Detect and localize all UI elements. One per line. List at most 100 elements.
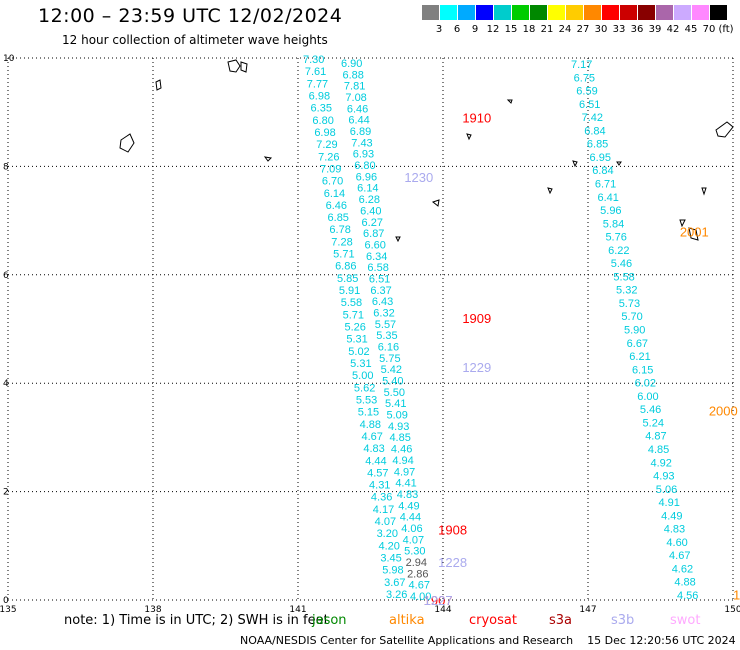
track-c-value: 6.22 [608, 245, 629, 257]
track-a-value: 5.00 [352, 370, 373, 382]
footer-timestamp: 15 Dec 12:20:56 UTC 2024 [587, 634, 736, 647]
track-a-value: 6.85 [328, 212, 349, 224]
track-b-value: 5.35 [376, 330, 397, 342]
track-a-value: 5.71 [343, 309, 364, 321]
track-a-value: 5.62 [354, 382, 375, 394]
y-tick-label: 10 [3, 54, 15, 64]
mission-altika-text: altika [389, 613, 425, 628]
scale-label: 33 [612, 24, 626, 35]
track-b-value: 6.96 [356, 171, 377, 183]
track-pass-label: 1909 [462, 311, 491, 326]
track-c-value: 5.24 [643, 417, 664, 429]
track-a-value: 7.26 [318, 151, 339, 163]
island-outline [616, 161, 622, 166]
track-b-value: 4.85 [389, 432, 410, 444]
y-tick-label: 8 [3, 162, 9, 172]
track-a-value: 4.36 [371, 492, 392, 504]
mission-s3a-text: s3a [549, 613, 573, 628]
track-b-value: 6.44 [348, 115, 369, 127]
island-outline [227, 59, 241, 73]
island-outline [431, 199, 440, 207]
track-c-value: 6.02 [635, 378, 656, 390]
track-c-value: 4.62 [672, 563, 693, 575]
track-a-value: 4.17 [373, 504, 394, 516]
track-a-value: 5.31 [346, 334, 367, 346]
track-c-value: 7.17 [571, 59, 592, 71]
track-b-value: 4.44 [400, 512, 421, 524]
track-c-value: 5.90 [624, 325, 645, 337]
scale-label: 12 [486, 24, 500, 35]
scale-label: 9 [471, 24, 479, 35]
track-a-value: 7.61 [305, 66, 326, 78]
track-a-value: 3.20 [377, 528, 398, 540]
x-tick-label: 141 [289, 605, 306, 615]
track-c-value: 5.73 [619, 298, 640, 310]
island-outline [547, 187, 553, 195]
page-subtitle: 12 hour collection of altimeter wave hei… [62, 33, 328, 47]
track-pass-label: 1910 [462, 111, 491, 126]
scale-label: 3 [435, 24, 443, 35]
y-tick-label: 4 [3, 379, 9, 389]
track-c-value: 5.96 [600, 205, 621, 217]
track-c-value: 7.42 [582, 112, 603, 124]
track-c-value: 6.84 [592, 165, 613, 177]
x-tick-label: 144 [434, 605, 451, 615]
track-b-value: 5.40 [382, 376, 403, 388]
axis-tick-labels: 135 138 141 144 147 150 0 2 4 6 8 10 [0, 54, 740, 615]
track-c-value: 5.46 [640, 404, 661, 416]
island-outline [572, 160, 578, 168]
track-b-value: 4.41 [395, 478, 416, 490]
note-text: note: 1) Time is in UTC; 2) SWH is in fe… [64, 613, 329, 628]
track-c-value: 6.51 [579, 99, 600, 111]
track-b-value: 6.88 [342, 69, 363, 81]
track-a-value: 5.85 [337, 273, 358, 285]
mission-cryosat-label: cryosat [469, 613, 517, 628]
track-b-value: 5.75 [379, 353, 400, 365]
track-pass-label: 1230 [404, 170, 433, 185]
track-a-value: 4.83 [363, 443, 384, 455]
track-a-value: 3.45 [380, 553, 401, 565]
track-pass-label: 1908 [438, 523, 467, 538]
x-tick-label: 138 [144, 605, 161, 615]
track-pass-label: 1907 [424, 593, 453, 608]
mission-s3b-text: s3b [611, 613, 635, 628]
track-b-value: 4.46 [391, 444, 412, 456]
track-c-value: 5.70 [621, 311, 642, 323]
track-a-value: 5.26 [345, 322, 366, 334]
track-b-value: 4.97 [394, 466, 415, 478]
track-a-value: 4.44 [365, 455, 386, 467]
track-a-value: 5.71 [333, 249, 354, 261]
track-c-value: 5.84 [603, 218, 624, 230]
track-b-value: 4.07 [403, 534, 424, 546]
island-outlines [119, 59, 734, 243]
mission-swot-label: swot [670, 613, 700, 628]
track-a-value: 7.09 [320, 163, 341, 175]
y-tick-label: 6 [3, 271, 9, 281]
track-c-value: 4.93 [653, 471, 674, 483]
track-a-value: 3.67 [384, 577, 405, 589]
track-b-value: 6.58 [367, 262, 388, 274]
track-c-value: 5.46 [611, 258, 632, 270]
island-outline [688, 227, 699, 241]
track-pass-label: 1228 [438, 555, 467, 570]
y-tick-label: 2 [3, 488, 9, 498]
mission-s3b-label: s3b [611, 613, 634, 628]
x-tick-label: 135 [0, 605, 17, 615]
island-outline [263, 156, 273, 162]
track-a-value: 7.77 [307, 78, 328, 90]
track-b-value: 6.89 [350, 126, 371, 138]
track-a-value: 5.31 [350, 358, 371, 370]
track-a-value: 5.98 [382, 565, 403, 577]
track-a-value: 6.70 [322, 176, 343, 188]
track-c-value: 5.32 [616, 285, 637, 297]
track-a-value: 7.29 [316, 139, 337, 151]
track-pass-label: 1959 [733, 588, 740, 603]
track-c-value: 6.00 [637, 391, 658, 403]
scale-swatch [674, 5, 691, 20]
track-pass-label: 2000 [709, 403, 738, 418]
track-c-value: 6.71 [595, 178, 616, 190]
track-b-value: 7.81 [344, 81, 365, 93]
track-c-value: 6.15 [632, 364, 653, 376]
track-a-value: 5.53 [356, 394, 377, 406]
island-outline [395, 236, 401, 243]
